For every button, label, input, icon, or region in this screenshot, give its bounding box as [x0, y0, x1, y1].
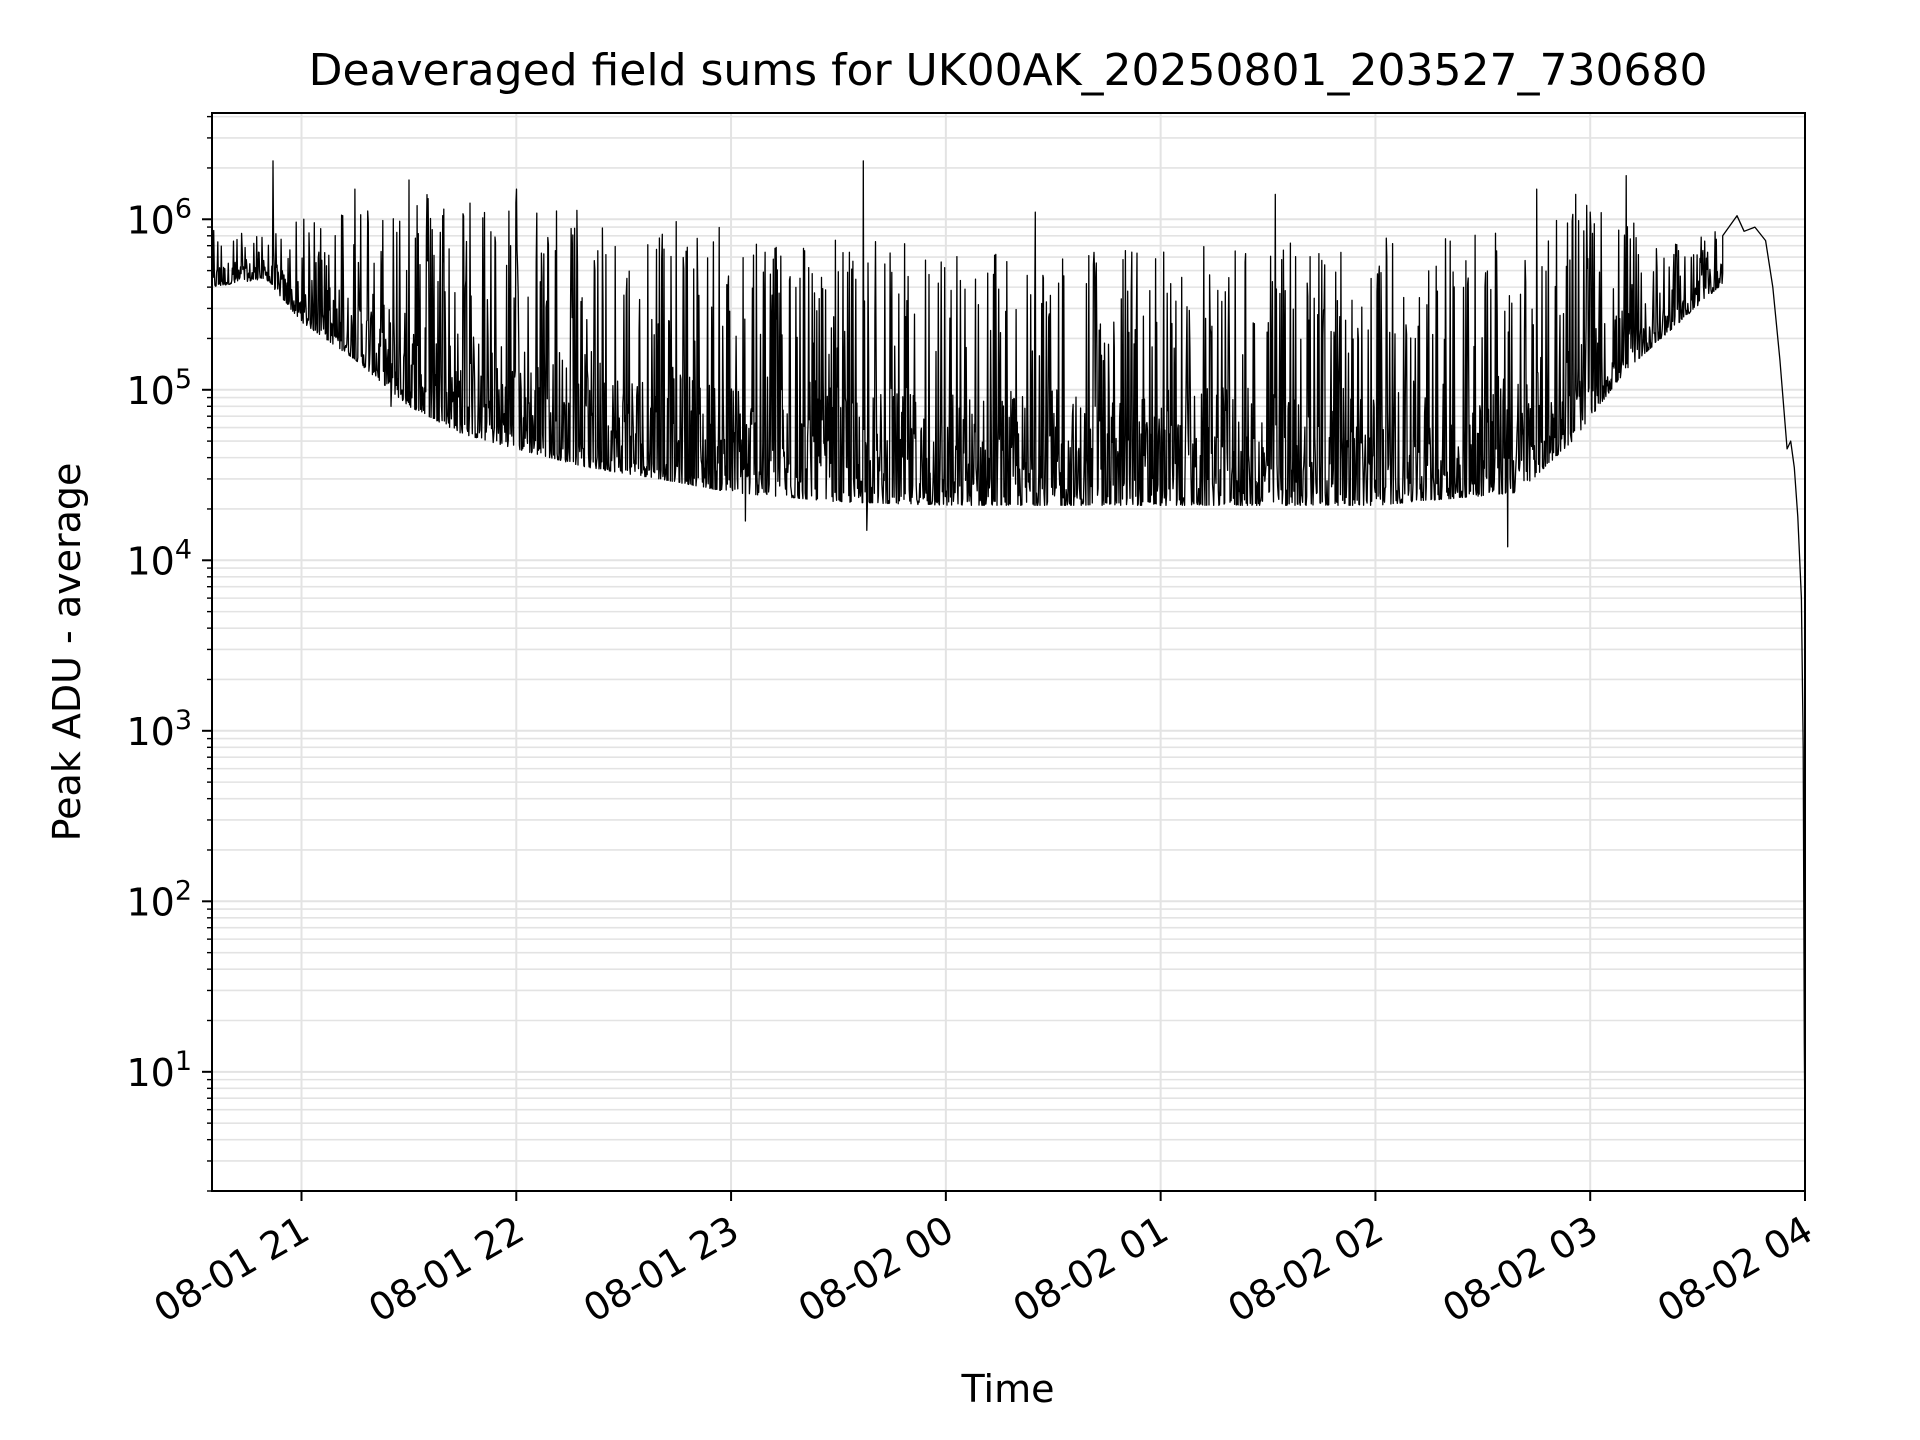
y-tick-label: 104 — [126, 534, 192, 583]
y-tick-label: 103 — [126, 705, 192, 754]
chart-title: Deaveraged field sums for UK00AK_2025080… — [309, 45, 1708, 96]
y-tick-label: 105 — [126, 364, 192, 413]
y-tick-label: 101 — [126, 1046, 192, 1095]
series-line — [211, 160, 1806, 1140]
data-line — [211, 160, 1806, 1140]
y-tick-label: 106 — [126, 193, 192, 242]
plot-frame — [211, 112, 1806, 1192]
y-axis-label: Peak ADU - average — [45, 463, 89, 842]
y-tick-label: 102 — [126, 875, 192, 924]
x-axis-label: Time — [961, 1367, 1055, 1411]
